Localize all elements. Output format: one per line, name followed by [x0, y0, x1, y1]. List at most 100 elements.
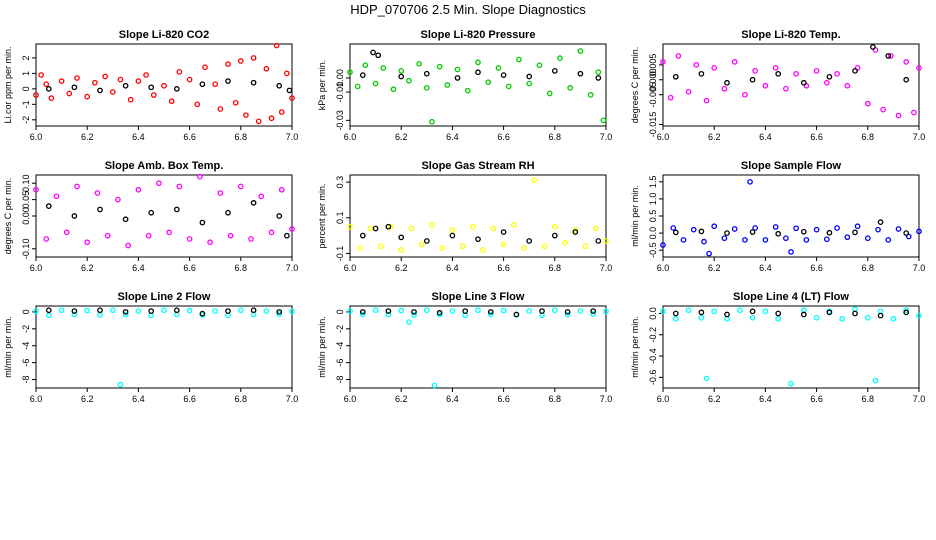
data-point [43, 236, 50, 242]
data-point [423, 84, 430, 91]
data-point [475, 307, 481, 314]
plot-frame [349, 305, 607, 389]
data-point [536, 62, 543, 69]
data-point [232, 99, 239, 106]
data-point [258, 193, 265, 200]
data-point [225, 61, 231, 67]
panel-7: Slope Line 2 Flow 6.0 6.2 6.4 6.6 6.8 7.0 -8 -6 -… [3, 291, 298, 404]
data-point [71, 311, 78, 318]
data-point [916, 65, 922, 71]
data-point [436, 309, 443, 316]
data-point [500, 307, 507, 314]
data-point [864, 314, 871, 321]
data-point [526, 73, 533, 80]
data-point [367, 225, 374, 232]
data-point [783, 85, 789, 92]
x-tick-label: 6.2 [395, 263, 408, 273]
data-point [186, 236, 193, 242]
data-point [747, 178, 753, 185]
data-point [143, 72, 149, 78]
data-point [237, 58, 244, 64]
panel-title: Slope Li-820 Pressure [421, 29, 536, 41]
data-point [125, 242, 132, 249]
data-point [500, 72, 507, 78]
x-tick-label: 6.6 [810, 132, 823, 142]
data-point [546, 90, 553, 97]
data-point [762, 237, 769, 243]
data-point [772, 224, 779, 230]
plot-frame [35, 43, 293, 127]
x-tick-label: 6.6 [810, 263, 823, 273]
data-point [698, 228, 705, 235]
data-point [423, 70, 430, 77]
panel-title: Slope Line 2 Flow [118, 291, 211, 303]
data-point [577, 70, 584, 77]
data-point [250, 200, 257, 206]
x-tick-label: 6.8 [235, 263, 248, 273]
data-point [800, 79, 807, 86]
data-point [135, 186, 142, 193]
data-point [813, 314, 820, 321]
data-point [590, 311, 597, 317]
data-point [551, 232, 558, 239]
data-point [595, 69, 602, 76]
data-point [347, 69, 353, 76]
data-point [84, 307, 91, 314]
y-tick-label: -0.03 [335, 110, 345, 131]
data-point [462, 308, 469, 314]
plot-frame [662, 305, 920, 389]
data-point [698, 314, 705, 321]
y-axis-label: ml/min per min. [630, 185, 640, 247]
data-point [600, 117, 607, 124]
data-point [541, 243, 548, 250]
x-tick-label: 6.4 [759, 394, 772, 404]
y-tick-label: 1 [21, 71, 31, 76]
data-point [380, 65, 387, 71]
panel-title: Slope Sample Flow [741, 160, 842, 172]
data-point [449, 227, 456, 234]
data-point [595, 238, 602, 244]
data-point [510, 222, 517, 228]
data-point [416, 60, 422, 67]
data-point [45, 86, 52, 92]
y-tick-label: 0.00 [335, 69, 345, 87]
data-point [71, 84, 78, 91]
y-tick-label: -6 [335, 359, 345, 367]
y-axis-label: Li.cor ppm per min. [3, 46, 13, 123]
data-point [127, 96, 134, 103]
data-point [567, 84, 574, 91]
data-point [429, 118, 435, 125]
x-tick-label: 6.2 [81, 132, 94, 142]
x-tick-label: 6.8 [549, 132, 562, 142]
data-point [243, 112, 249, 119]
data-point [680, 237, 687, 243]
data-point [117, 381, 124, 388]
x-tick-label: 6.4 [446, 394, 459, 404]
x-tick-label: 6.2 [81, 394, 94, 404]
data-point [71, 308, 78, 314]
data-point [406, 77, 412, 84]
y-tick-label: -0.6 [648, 370, 658, 386]
data-point [800, 311, 807, 318]
data-point [526, 308, 533, 314]
data-point [411, 309, 417, 315]
data-point [487, 309, 494, 315]
y-axis-label: percent per min. [317, 183, 327, 248]
data-point [526, 238, 533, 244]
data-point [903, 59, 910, 65]
data-point [577, 48, 584, 54]
x-tick-label: 7.0 [600, 132, 613, 142]
data-point [564, 311, 571, 318]
data-point [173, 206, 180, 213]
y-tick-label: 2 [21, 55, 31, 60]
panel-4: Slope Amb. Box Temp. 6.0 6.2 6.4 6.6 6.8 7.0 -0… [3, 160, 298, 273]
data-point [276, 309, 283, 315]
data-point [66, 90, 73, 97]
x-tick-label: 6.8 [862, 132, 875, 142]
x-tick-label: 6.0 [657, 263, 670, 273]
x-tick-label: 6.6 [497, 263, 510, 273]
data-point [551, 307, 558, 314]
x-tick-label: 7.0 [913, 394, 926, 404]
data-point [212, 81, 219, 88]
